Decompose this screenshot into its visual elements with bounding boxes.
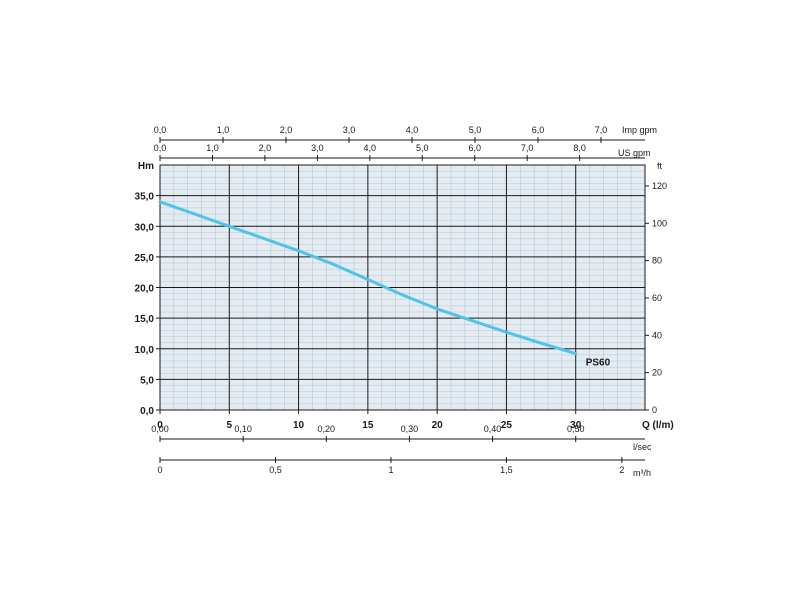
us-gpm-tick-label: 5,0 [416, 143, 429, 153]
series-label: PS60 [586, 358, 611, 369]
data-point [227, 224, 231, 228]
data-point [331, 262, 335, 266]
y2-tick-label: 60 [652, 293, 662, 303]
us-gpm-tick-label: 7,0 [521, 143, 534, 153]
data-point [505, 330, 508, 334]
lsec-tick-label: 0,20 [318, 424, 336, 434]
m3h-axis-title: m³/h [633, 468, 651, 478]
data-point [574, 352, 578, 356]
y-tick-label: 30,0 [135, 222, 155, 233]
us-gpm-tick-label: 0,0 [154, 143, 167, 153]
lsec-axis-title: l/sec [633, 442, 652, 452]
y-tick-label: 25,0 [135, 253, 155, 264]
us-gpm-tick-label: 1,0 [206, 143, 219, 153]
y-tick-label: 10,0 [135, 345, 155, 356]
axes-layer: 0,05,010,015,020,025,030,035,0Hm02040608… [135, 125, 674, 478]
us-gpm-tick-label: 6,0 [468, 143, 481, 153]
y2-tick-label: 20 [652, 368, 662, 378]
data-point [158, 200, 162, 204]
us-gpm-tick-label: 8,0 [573, 143, 586, 153]
x-tick-label: 0 [157, 420, 163, 431]
m3h-tick-label: 2 [619, 465, 624, 475]
y2-tick-label: 120 [652, 181, 667, 191]
us-gpm-tick-label: 4,0 [364, 143, 377, 153]
imp-gpm-axis-title: Imp gpm [622, 125, 657, 135]
y2-tick-label: 0 [652, 405, 657, 415]
y-tick-label: 0,0 [140, 406, 154, 417]
x-tick-label: 20 [432, 420, 444, 431]
lsec-tick-label: 0,40 [484, 424, 502, 434]
lsec-tick-label: 0,00 [151, 424, 169, 434]
data-point [539, 341, 543, 345]
m3h-tick-label: 1,5 [500, 465, 513, 475]
m3h-tick-label: 0,5 [269, 465, 282, 475]
x-tick-label: 5 [227, 420, 233, 431]
lsec-tick-label: 0,30 [401, 424, 419, 434]
data-point [366, 278, 370, 281]
y2-tick-label: 80 [652, 256, 662, 266]
y-tick-label: 15,0 [135, 314, 155, 325]
data-point [297, 249, 300, 253]
y-tick-label: 20,0 [135, 284, 155, 295]
us-gpm-axis-title: US gpm [618, 148, 651, 158]
data-point [435, 307, 439, 311]
lsec-tick-label: 0,50 [567, 424, 585, 434]
imp-gpm-tick-label: 5,0 [469, 125, 482, 135]
m3h-tick-label: 1 [388, 465, 393, 475]
imp-gpm-tick-label: 2,0 [280, 125, 293, 135]
imp-gpm-tick-label: 0,0 [154, 125, 167, 135]
imp-gpm-tick-label: 1,0 [217, 125, 230, 135]
x-tick-label: 10 [293, 420, 305, 431]
y2-axis-title: ft [657, 161, 663, 171]
imp-gpm-tick-label: 6,0 [532, 125, 545, 135]
data-point [262, 237, 266, 240]
data-point [401, 293, 404, 297]
y-axis-title: Hm [138, 161, 154, 172]
imp-gpm-tick-label: 4,0 [406, 125, 419, 135]
y2-tick-label: 40 [652, 330, 662, 340]
x-tick-label: 30 [570, 420, 582, 431]
m3h-tick-label: 0 [157, 465, 162, 475]
x-tick-label: 25 [501, 420, 513, 431]
x-tick-label: 15 [362, 420, 374, 431]
y-tick-label: 35,0 [135, 192, 155, 203]
y-tick-label: 5,0 [140, 375, 154, 386]
curve-layer: PS60 [158, 200, 611, 369]
x-axis-title: Q (l/m) [642, 420, 674, 431]
lsec-tick-label: 0,10 [234, 424, 252, 434]
imp-gpm-tick-label: 7,0 [595, 125, 608, 135]
major-grid [160, 165, 645, 410]
us-gpm-tick-label: 2,0 [259, 143, 272, 153]
data-point [193, 212, 197, 216]
data-point [470, 319, 474, 322]
imp-gpm-tick-label: 3,0 [343, 125, 356, 135]
us-gpm-tick-label: 3,0 [311, 143, 324, 153]
y2-tick-label: 100 [652, 218, 667, 228]
